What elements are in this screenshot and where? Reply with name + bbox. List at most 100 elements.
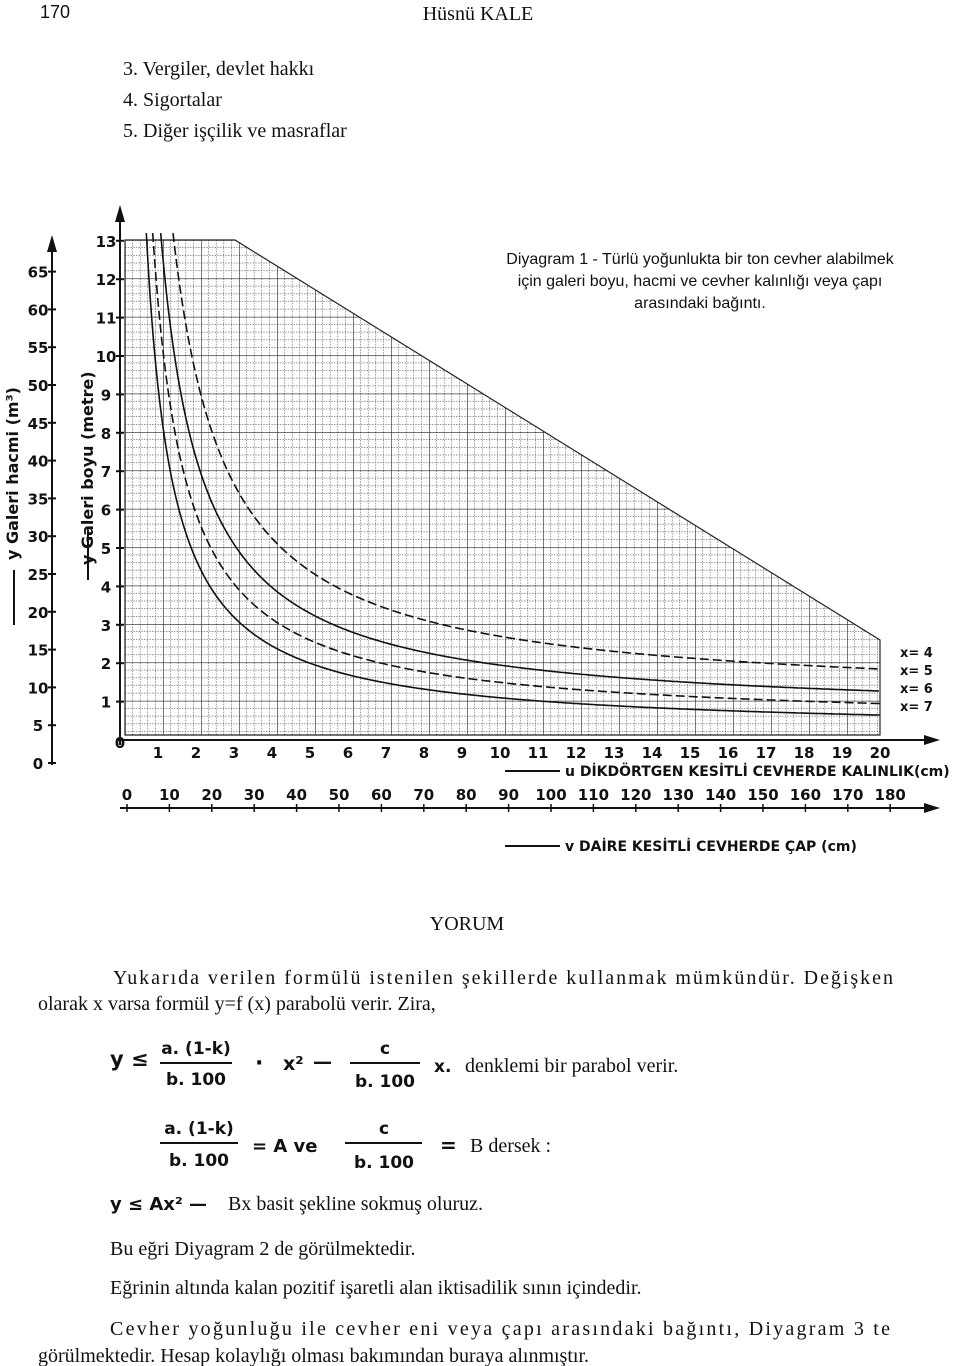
paragraph-line: olarak x varsa formül y=f (x) parabolü v… bbox=[38, 993, 436, 1015]
v-tick: 0 bbox=[122, 786, 132, 804]
v-tick: 150 bbox=[747, 786, 778, 804]
v-axis-title: v DAİRE KESİTLİ CEVHERDE ÇAP (cm) bbox=[565, 838, 857, 855]
u-tick: 19 bbox=[832, 744, 853, 762]
formula: c bbox=[380, 1039, 390, 1059]
length-tick: 7 bbox=[101, 463, 111, 481]
v-tick: 90 bbox=[498, 786, 519, 804]
v-tick: 170 bbox=[832, 786, 863, 804]
curve-label: x= 7 bbox=[900, 700, 933, 715]
u-tick: 16 bbox=[718, 744, 739, 762]
v-tick: 40 bbox=[286, 786, 307, 804]
axis-arrow bbox=[924, 803, 940, 813]
curves bbox=[145, 233, 881, 716]
volume-tick: 10 bbox=[28, 679, 49, 697]
v-tick: 160 bbox=[790, 786, 821, 804]
u-tick: 20 bbox=[870, 744, 891, 762]
list-item: 3. Vergiler, devlet hakkı bbox=[123, 58, 315, 80]
length-tick: 12 bbox=[96, 271, 117, 289]
u-tick: 13 bbox=[604, 744, 625, 762]
volume-tick: 15 bbox=[28, 642, 49, 660]
volume-tick: 5 bbox=[33, 717, 43, 735]
length-tick: 0 bbox=[115, 734, 125, 752]
curve-label: x= 5 bbox=[900, 664, 933, 679]
formula: b. 100 bbox=[354, 1153, 414, 1173]
u-tick: 15 bbox=[680, 744, 701, 762]
formula: y ≤ Ax² — bbox=[110, 1194, 207, 1215]
paragraph-line: Cevher yoğunluğu ile cevher eni veya çap… bbox=[110, 1318, 890, 1340]
formula: y ≤ bbox=[110, 1047, 149, 1071]
u-tick: 14 bbox=[642, 744, 663, 762]
formula: = bbox=[440, 1133, 457, 1157]
caption: Diyagram 1 - Türlü yoğunlukta bir ton ce… bbox=[506, 251, 894, 268]
v-tick: 80 bbox=[456, 786, 477, 804]
axis-arrow bbox=[115, 205, 125, 222]
u-tick: 12 bbox=[566, 744, 587, 762]
author: Hüsnü KALE bbox=[423, 3, 534, 25]
page-number: 170 bbox=[40, 2, 70, 22]
v-tick: 180 bbox=[875, 786, 906, 804]
v-tick: 130 bbox=[663, 786, 694, 804]
formula: a. (1-k) bbox=[164, 1119, 234, 1139]
v-tick: 30 bbox=[244, 786, 265, 804]
formula: x² bbox=[283, 1053, 304, 1075]
formula: b. 100 bbox=[169, 1151, 229, 1171]
length-tick: 6 bbox=[101, 502, 111, 520]
list-item: 4. Sigortalar bbox=[123, 89, 222, 111]
u-tick: 6 bbox=[343, 744, 353, 762]
curve bbox=[145, 233, 880, 716]
axis-title: y Galeri boyu (metre) bbox=[78, 371, 97, 565]
u-tick: 17 bbox=[756, 744, 777, 762]
u-tick: 10 bbox=[490, 744, 511, 762]
formula: — bbox=[313, 1051, 332, 1073]
volume-tick: 30 bbox=[28, 528, 49, 546]
formula: · bbox=[255, 1051, 263, 1076]
length-tick: 3 bbox=[101, 617, 111, 635]
v-tick: 70 bbox=[413, 786, 434, 804]
v-tick: 110 bbox=[578, 786, 609, 804]
formula: c bbox=[379, 1119, 389, 1139]
volume-tick: 55 bbox=[28, 339, 49, 357]
u-tick: 3 bbox=[229, 744, 239, 762]
formula: b. 100 bbox=[355, 1072, 415, 1092]
v-tick: 20 bbox=[201, 786, 222, 804]
v-tick: 100 bbox=[535, 786, 566, 804]
formula: b. 100 bbox=[166, 1070, 226, 1090]
length-tick: 9 bbox=[101, 386, 111, 404]
volume-tick: 65 bbox=[28, 264, 49, 282]
length-tick: 8 bbox=[101, 425, 111, 443]
curve-label: x= 6 bbox=[900, 682, 933, 697]
paragraph-line: görülmektedir. Hesap kolaylığı olması ba… bbox=[38, 1345, 589, 1366]
v-tick: 50 bbox=[329, 786, 350, 804]
length-tick: 4 bbox=[101, 578, 111, 596]
v-tick: 120 bbox=[620, 786, 651, 804]
axis-arrow bbox=[47, 235, 57, 252]
v-tick: 10 bbox=[159, 786, 180, 804]
curve bbox=[151, 233, 881, 705]
length-tick: 13 bbox=[96, 233, 117, 251]
volume-tick: 0 bbox=[33, 755, 43, 773]
axis-arrow bbox=[924, 735, 940, 745]
grid-area bbox=[124, 239, 881, 736]
list-item: 5. Diğer işçilik ve masraflar bbox=[123, 120, 347, 142]
sentence: Eğrinin altında kalan pozitif işaretli a… bbox=[110, 1277, 642, 1299]
u-tick: 5 bbox=[305, 744, 315, 762]
length-tick: 5 bbox=[101, 540, 111, 558]
caption: arasındaki bağıntı. bbox=[634, 295, 766, 312]
u-axis-title: u DİKDÖRTGEN KESİTLİ CEVHERDE KALINLIK(c… bbox=[565, 762, 950, 780]
volume-tick: 20 bbox=[28, 604, 49, 622]
volume-tick: 35 bbox=[28, 490, 49, 508]
length-tick: 10 bbox=[96, 348, 117, 366]
section-title: YORUM bbox=[430, 913, 505, 935]
formula-text: B dersek : bbox=[470, 1135, 551, 1157]
u-tick: 8 bbox=[419, 744, 429, 762]
length-tick: 11 bbox=[96, 310, 117, 328]
u-tick: 7 bbox=[381, 744, 391, 762]
u-tick: 2 bbox=[191, 744, 201, 762]
volume-tick: 50 bbox=[28, 377, 49, 395]
u-tick: 1 bbox=[153, 744, 163, 762]
sentence: Bu eğri Diyagram 2 de görülmektedir. bbox=[110, 1238, 415, 1260]
volume-tick: 45 bbox=[28, 415, 49, 433]
length-tick: 2 bbox=[101, 655, 111, 673]
